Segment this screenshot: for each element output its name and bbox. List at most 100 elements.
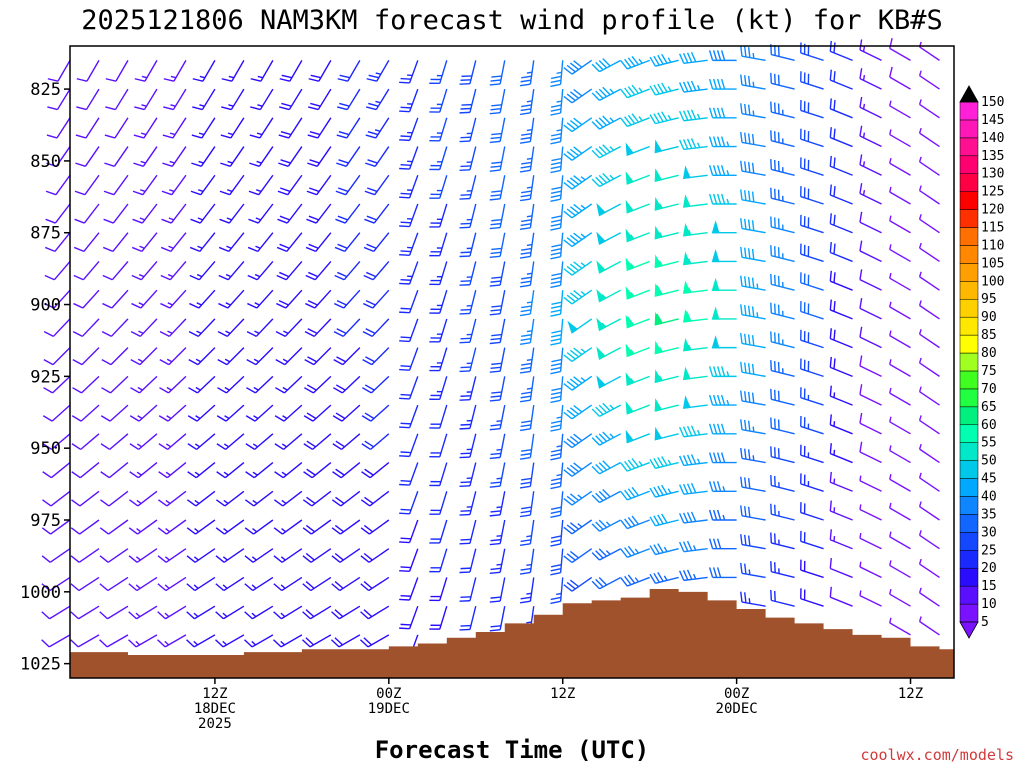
wind-barb <box>186 519 216 535</box>
barb-full-feather <box>720 50 726 61</box>
barb-full-feather <box>566 380 576 389</box>
barb-full-feather <box>800 128 802 140</box>
barb-full-feather <box>569 234 580 243</box>
wind-barb <box>708 423 737 435</box>
barb-full-feather <box>430 538 441 540</box>
barb-full-feather <box>566 553 576 561</box>
barb-full-feather <box>160 302 171 309</box>
barb-half-feather <box>251 640 257 646</box>
barb-full-feather <box>686 569 693 580</box>
barb-full-feather <box>859 154 863 165</box>
wind-barb <box>654 139 679 154</box>
barb-full-feather <box>682 570 689 581</box>
barb-half-feather <box>889 474 892 480</box>
colorbar-segment <box>959 137 979 157</box>
barb-half-feather <box>609 174 615 180</box>
wind-barb <box>43 347 71 366</box>
wind-barb <box>740 304 766 320</box>
barb-full-feather <box>337 187 349 193</box>
barb-full-feather <box>770 475 773 486</box>
barb-staff <box>408 117 419 141</box>
barb-full-feather <box>430 624 441 627</box>
barb-full-feather <box>337 78 348 82</box>
wind-barb <box>489 117 506 144</box>
barb-full-feather <box>338 159 349 164</box>
x-tick-label: 18DEC <box>194 701 236 717</box>
barb-staff <box>408 462 419 486</box>
barb-full-feather <box>747 420 751 432</box>
barb-half-feather <box>165 499 171 505</box>
wind-barb <box>301 634 332 648</box>
x-tick-label: 12Z <box>898 686 923 702</box>
wind-barb <box>519 117 535 144</box>
barb-full-feather <box>459 140 470 143</box>
barb-full-feather <box>653 55 660 66</box>
y-tick-label: 825 <box>30 80 61 100</box>
wind-barb <box>332 462 361 479</box>
barb-half-feather <box>580 233 586 238</box>
barb-full-feather <box>273 555 283 563</box>
barb-full-feather <box>595 492 604 502</box>
barb-half-feather <box>609 117 615 123</box>
barb-full-feather <box>686 512 693 523</box>
barb-staff <box>110 318 129 337</box>
barb-half-feather <box>688 344 692 350</box>
colorbar-segment <box>959 209 979 228</box>
wind-barb <box>219 174 245 196</box>
barb-half-feather <box>526 563 532 567</box>
barb-full-feather <box>550 198 561 202</box>
barb-full-feather <box>459 398 470 401</box>
barb-full-feather <box>76 106 87 111</box>
barb-half-feather <box>556 416 562 419</box>
wind-barb <box>740 333 766 349</box>
wind-barb <box>708 394 737 406</box>
barb-full-feather <box>550 161 562 166</box>
barb-half-feather <box>630 234 635 240</box>
barb-full-feather <box>803 101 806 112</box>
barb-staff <box>529 577 535 602</box>
barb-full-feather <box>678 541 685 552</box>
wind-barb <box>188 318 216 337</box>
wind-barb <box>889 617 911 636</box>
wind-barb <box>829 414 853 435</box>
barb-staff <box>282 490 303 507</box>
barb-staff <box>571 548 593 564</box>
wind-barb <box>275 318 303 337</box>
barb-full-feather <box>682 483 689 494</box>
wind-barb <box>563 461 593 477</box>
barb-full-feather <box>71 499 81 507</box>
wind-barb <box>73 289 100 309</box>
barb-half-feather <box>752 426 755 432</box>
barb-full-feather <box>803 417 806 428</box>
wind-barb <box>649 513 679 527</box>
barb-full-feather <box>520 251 532 255</box>
barb-staff <box>408 577 419 601</box>
wind-barb <box>302 605 332 620</box>
barb-full-feather <box>489 313 501 316</box>
barb-full-feather <box>550 284 561 289</box>
wind-barb <box>75 117 100 139</box>
barb-full-feather <box>833 358 836 369</box>
wind-barb <box>625 429 650 444</box>
barb-full-feather <box>803 302 806 313</box>
barb-full-feather <box>598 146 608 155</box>
barb-full-feather <box>335 412 346 420</box>
barb-full-feather <box>595 521 604 530</box>
barb-full-feather <box>777 304 780 316</box>
wind-barb <box>157 576 187 592</box>
barb-staff <box>830 50 853 62</box>
barb-staff <box>741 170 766 176</box>
barb-staff <box>919 505 940 521</box>
wind-barb <box>189 232 216 253</box>
barb-full-feather <box>657 112 664 123</box>
barb-full-feather <box>551 358 562 363</box>
barb-half-feather <box>170 104 176 107</box>
barb-staff <box>49 576 71 592</box>
barb-full-feather <box>521 420 532 424</box>
barb-full-feather <box>807 217 810 228</box>
barb-full-feather <box>157 555 167 563</box>
barb-full-feather <box>708 423 714 435</box>
barb-full-feather <box>308 106 319 111</box>
wind-barb <box>489 290 506 316</box>
colorbar-segment <box>959 406 979 426</box>
